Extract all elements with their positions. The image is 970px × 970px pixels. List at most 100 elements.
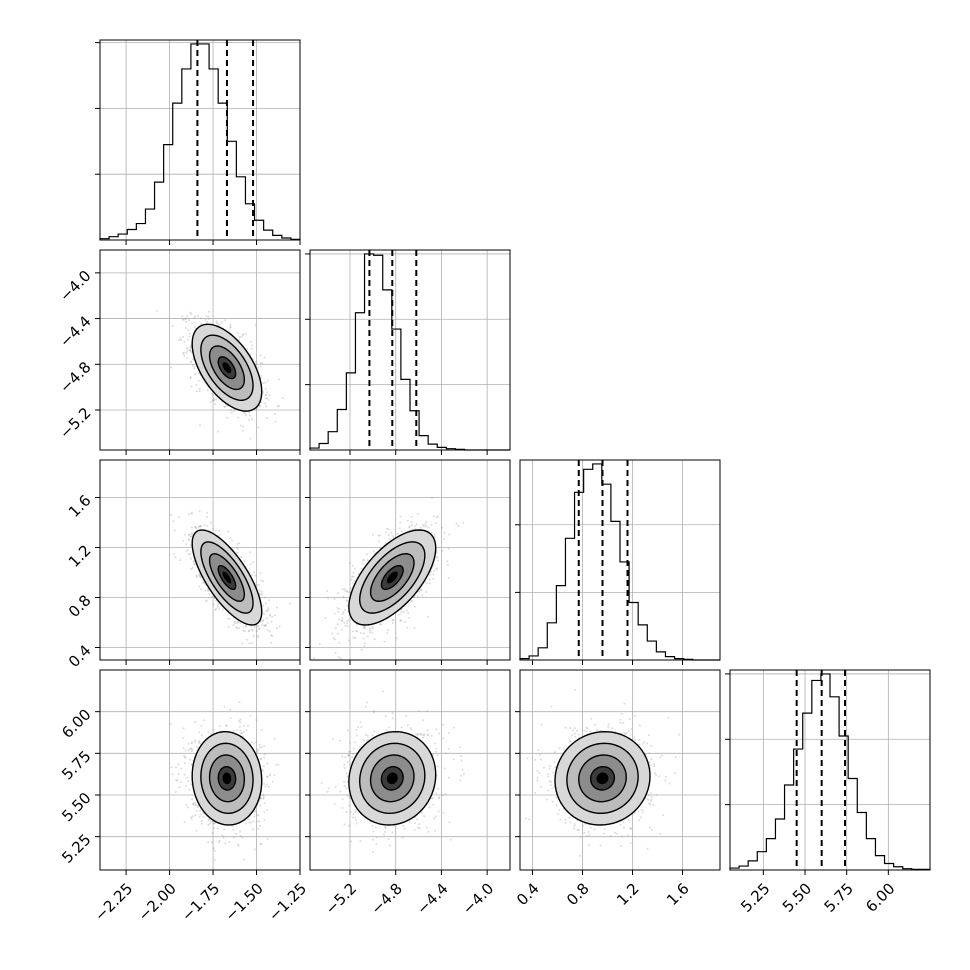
scatter-point xyxy=(191,566,194,569)
scatter-point xyxy=(184,317,187,320)
scatter-point xyxy=(231,539,234,542)
scatter-point xyxy=(411,599,414,602)
panel-frame xyxy=(99,39,301,241)
scatter-point xyxy=(208,592,211,595)
scatter-point xyxy=(380,623,383,626)
scatter-point xyxy=(347,590,350,593)
scatter-point xyxy=(208,822,211,825)
scatter-point xyxy=(262,382,265,385)
scatter-point xyxy=(198,390,201,393)
scatter-point xyxy=(435,516,438,519)
scatter-point xyxy=(260,579,263,582)
scatter-point xyxy=(372,627,375,630)
scatter-point xyxy=(430,531,433,534)
scatter-point xyxy=(215,607,218,610)
scatter-point xyxy=(266,838,269,841)
scatter-point xyxy=(379,622,382,625)
scatter-point xyxy=(371,533,374,536)
scatter-point xyxy=(424,523,427,526)
scatter-point xyxy=(186,806,189,809)
scatter-point xyxy=(413,626,416,629)
scatter-point xyxy=(238,338,241,341)
scatter-point xyxy=(188,513,191,516)
scatter-point xyxy=(242,625,245,628)
scatter-point xyxy=(263,756,266,759)
scatter-point xyxy=(217,602,220,605)
density-peak xyxy=(222,571,232,584)
density-peak xyxy=(386,571,398,584)
scatter-point xyxy=(425,525,428,528)
scatter-point xyxy=(193,365,196,368)
scatter-point xyxy=(216,605,219,608)
scatter-point xyxy=(336,623,339,626)
scatter-point xyxy=(241,731,244,734)
scatter-point xyxy=(255,747,258,750)
scatter-point xyxy=(344,589,347,592)
scatter-point xyxy=(331,632,334,635)
scatter-point xyxy=(229,323,232,326)
scatter-point xyxy=(386,632,389,635)
scatter-point xyxy=(227,625,230,628)
scatter-point xyxy=(245,624,248,627)
scatter-point xyxy=(392,619,395,622)
scatter-point xyxy=(333,637,336,640)
scatter-point xyxy=(238,719,241,722)
scatter-point xyxy=(192,358,195,361)
scatter-point xyxy=(184,327,187,330)
histogram-panel-0 xyxy=(95,39,301,245)
scatter-point xyxy=(250,417,253,420)
scatter-point xyxy=(206,321,209,324)
scatter-point xyxy=(227,530,230,533)
scatter-point xyxy=(183,318,186,321)
scatter-point xyxy=(259,572,262,575)
scatter-point xyxy=(206,511,209,514)
scatter-point xyxy=(270,620,273,623)
scatter-point xyxy=(262,765,265,768)
scatter-point xyxy=(360,567,363,570)
histogram-step-line xyxy=(519,463,720,661)
scatter-point xyxy=(353,580,356,583)
scatter-point xyxy=(360,648,363,651)
scatter-point xyxy=(387,534,390,537)
scatter-point xyxy=(264,388,267,391)
scatter-point xyxy=(350,578,353,581)
scatter-point xyxy=(249,714,252,717)
scatter-point xyxy=(195,527,198,530)
scatter-point xyxy=(193,373,196,376)
scatter-point xyxy=(420,589,423,592)
scatter-point xyxy=(399,619,402,622)
scatter-point xyxy=(193,316,196,319)
histogram-panel-1 xyxy=(305,249,511,455)
scatter-point xyxy=(213,403,216,406)
scatter-point xyxy=(229,409,232,412)
scatter-point xyxy=(264,753,267,756)
scatter-point xyxy=(347,619,350,622)
scatter-point xyxy=(363,625,366,628)
scatter-point xyxy=(334,651,337,654)
scatter-point xyxy=(362,625,365,628)
scatter-point xyxy=(408,526,411,529)
scatter-point xyxy=(241,333,244,336)
scatter-point xyxy=(400,611,403,614)
scatter-point xyxy=(224,842,227,845)
scatter-point xyxy=(265,617,268,620)
scatter-point xyxy=(271,615,274,618)
scatter-point xyxy=(180,767,183,770)
scatter-point xyxy=(190,526,193,529)
scatter-point xyxy=(229,325,232,328)
scatter-point xyxy=(198,387,201,390)
scatter-point xyxy=(186,356,189,359)
scatter-point xyxy=(211,394,214,397)
scatter-point xyxy=(205,600,208,603)
scatter-point xyxy=(446,564,449,567)
scatter-point xyxy=(377,540,380,543)
scatter-point xyxy=(171,324,174,327)
scatter-point xyxy=(244,629,247,632)
scatter-point xyxy=(190,385,193,388)
scatter-point xyxy=(200,322,203,325)
scatter-point xyxy=(223,406,226,409)
scatter-point xyxy=(198,585,201,588)
contour-line xyxy=(369,553,415,602)
scatter-point xyxy=(276,404,279,407)
scatter-point xyxy=(186,346,189,349)
